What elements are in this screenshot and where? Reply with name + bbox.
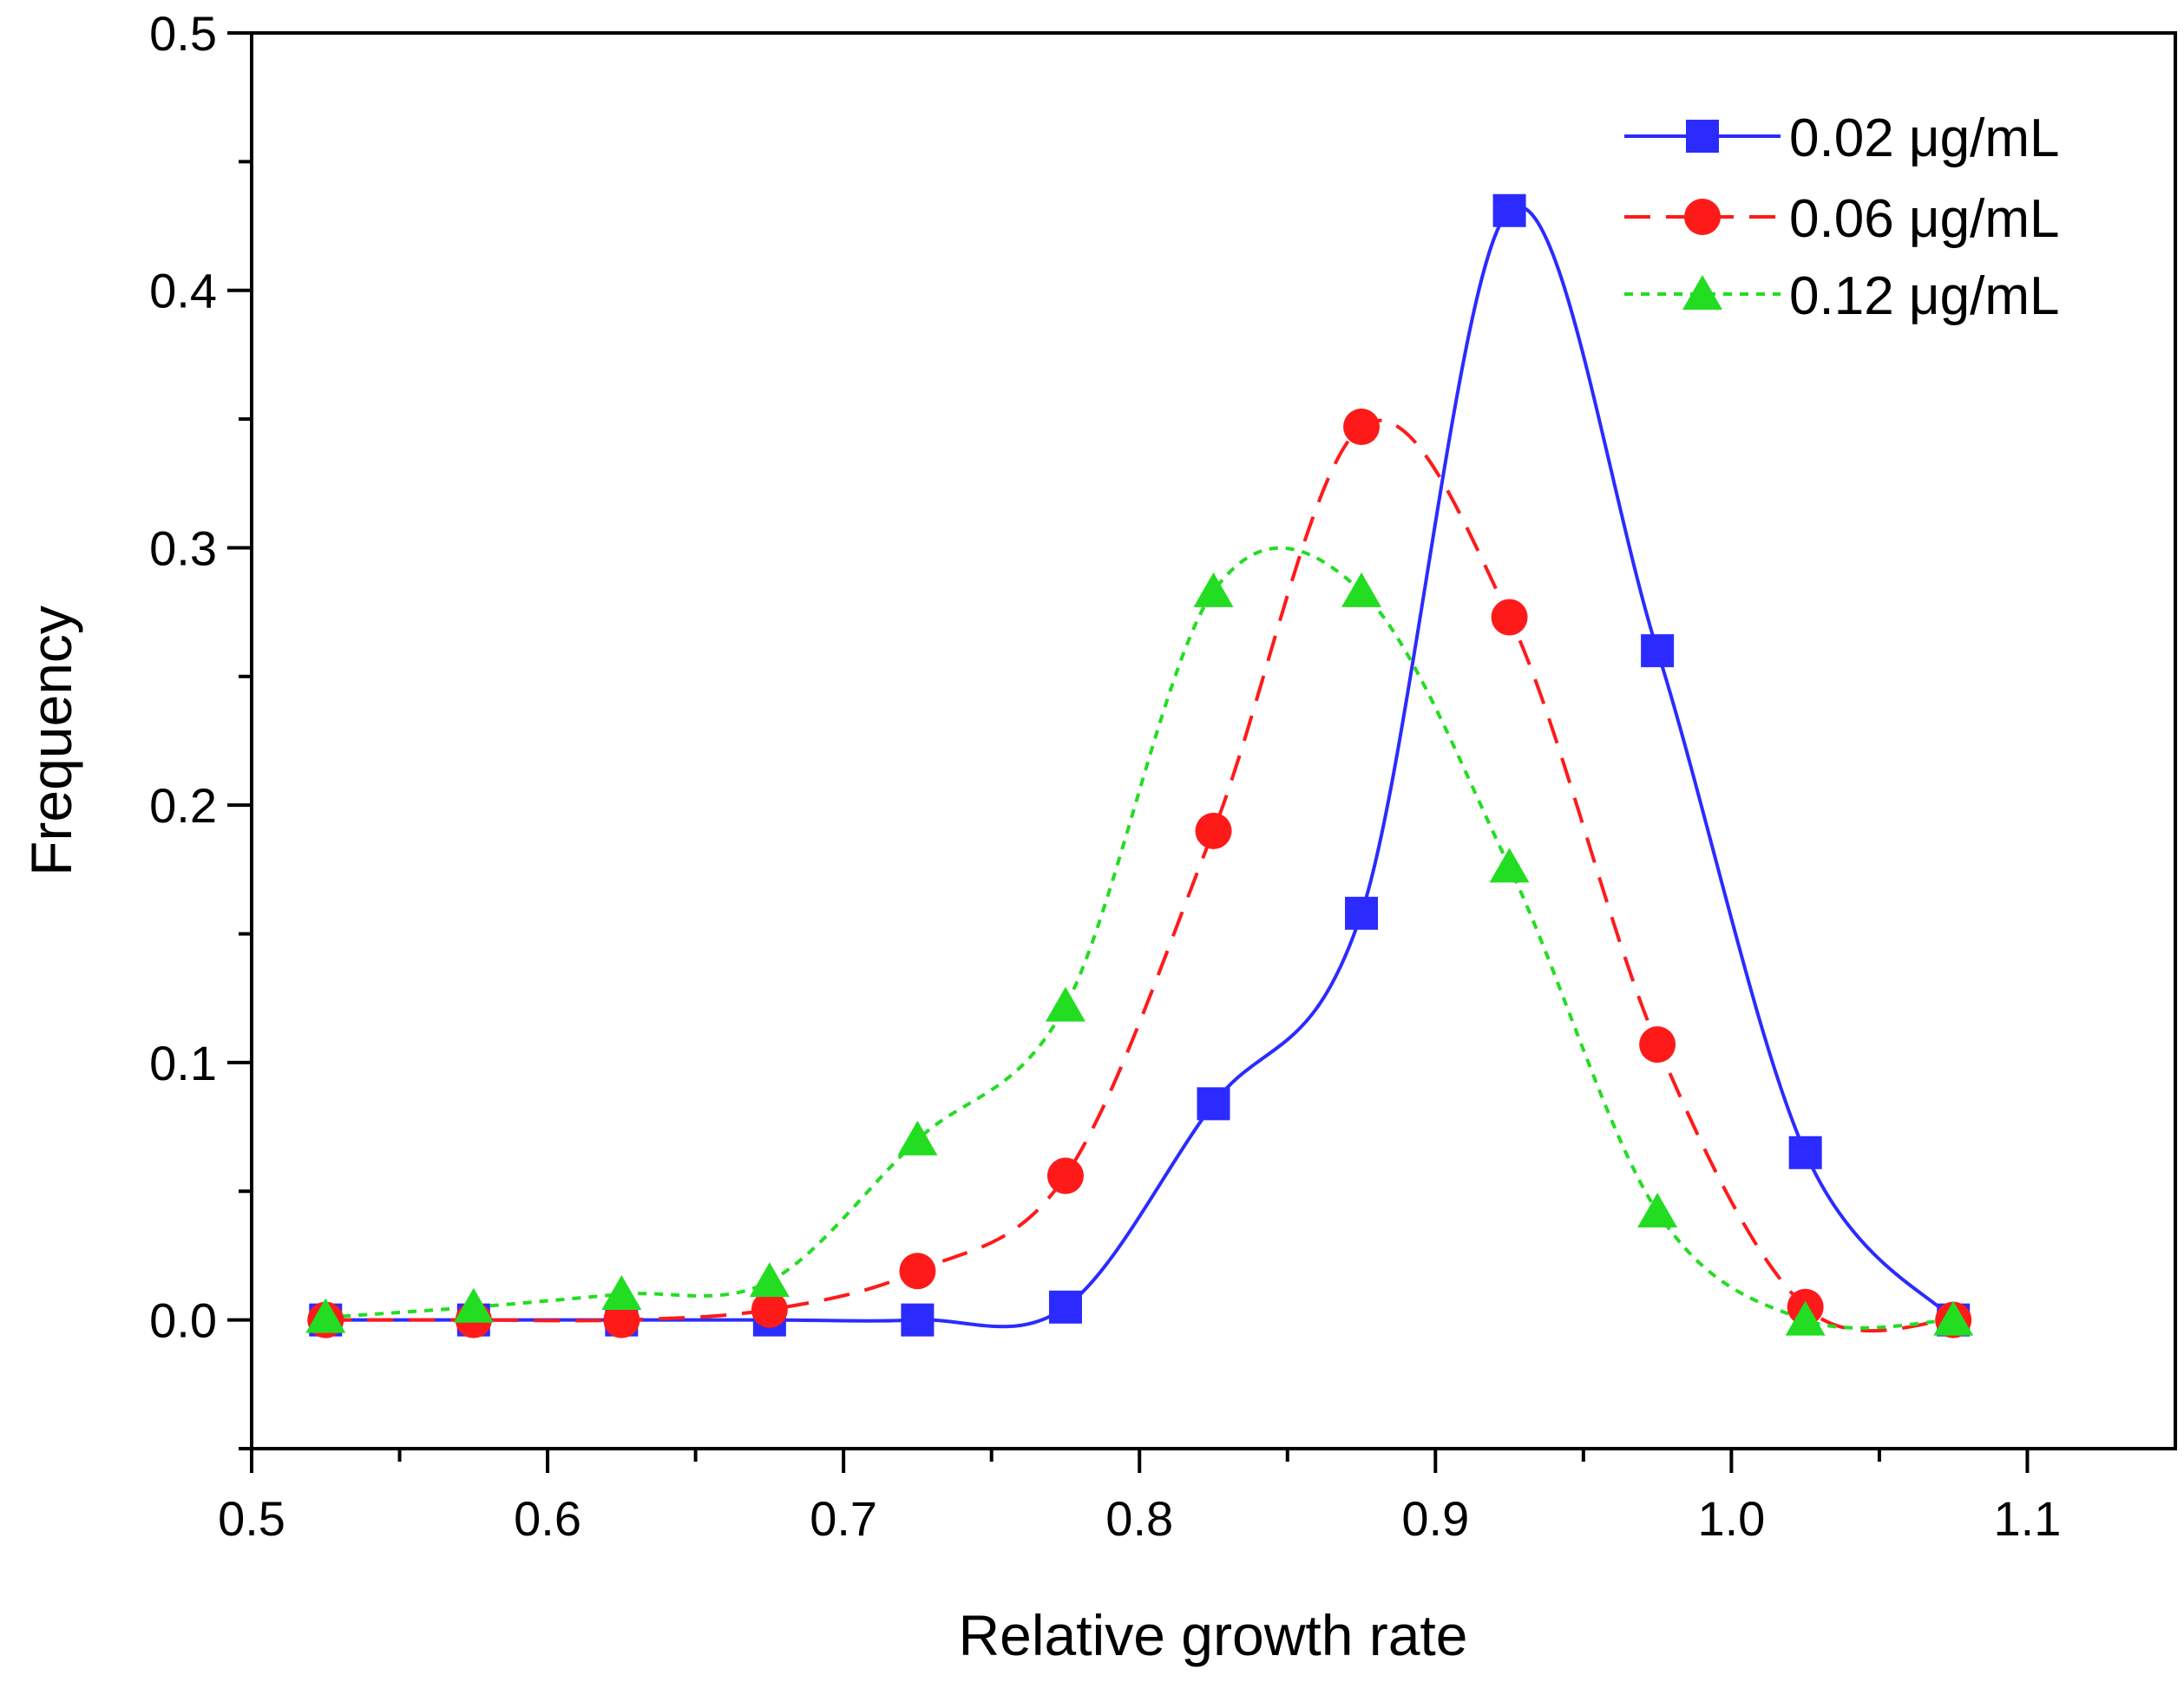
legend-marker-shape	[1682, 275, 1722, 310]
y-tick-label: 0.2	[149, 778, 217, 833]
series-line-1	[325, 418, 1954, 1333]
legend-marker-1	[1684, 199, 1721, 235]
legend-item: 0.12 μg/mL	[1624, 266, 2059, 326]
legend-item: 0.02 μg/mL	[1624, 108, 2059, 168]
data-point	[603, 1301, 640, 1338]
x-tick-label: 0.8	[1105, 1491, 1173, 1546]
x-tick-label: 1.1	[1994, 1491, 2062, 1546]
data-point	[453, 1287, 494, 1323]
data-point	[1639, 1026, 1676, 1064]
legend-marker-shape	[1684, 199, 1721, 235]
data-point	[1341, 572, 1382, 607]
data-point	[901, 1303, 935, 1337]
legend-marker-shape	[1686, 120, 1719, 153]
legend: 0.02 μg/mL 0.06 μg/mL 0.12 μg/mL	[1624, 108, 2059, 326]
data-point	[601, 1274, 642, 1310]
y-axis-title: Frequency	[19, 605, 83, 876]
data-point	[751, 1291, 788, 1328]
x-axis: 0.5 0.6 0.7 0.8 0.9 1.0 1.1	[218, 1449, 2061, 1546]
data-point	[1195, 812, 1232, 849]
data-point	[897, 1120, 938, 1155]
data-point	[1491, 599, 1528, 636]
series-markers	[305, 193, 1974, 1338]
y-tick-label: 0.0	[149, 1293, 217, 1348]
legend-label-1: 0.06 μg/mL	[1789, 189, 2059, 249]
data-point	[1197, 1087, 1230, 1121]
data-point	[749, 1262, 790, 1298]
series-curves	[325, 205, 1955, 1333]
x-tick-label: 0.5	[218, 1491, 285, 1546]
x-tick-label: 1.0	[1697, 1491, 1765, 1546]
legend-label-0: 0.02 μg/mL	[1789, 108, 2059, 168]
data-point	[1637, 1193, 1678, 1228]
y-tick-label: 0.3	[149, 520, 217, 575]
data-point	[1046, 1157, 1084, 1194]
legend-label-2: 0.12 μg/mL	[1789, 266, 2059, 326]
data-point	[1788, 1136, 1822, 1169]
legend-marker-0	[1686, 120, 1719, 153]
data-point	[1492, 193, 1526, 227]
x-tick-label: 0.9	[1401, 1491, 1469, 1546]
data-point	[1045, 986, 1085, 1022]
data-point	[1785, 1300, 1826, 1336]
data-point	[899, 1253, 936, 1290]
y-tick-label: 0.5	[149, 6, 217, 61]
legend-marker-2	[1682, 275, 1722, 310]
data-point	[1193, 572, 1234, 607]
data-point	[1343, 408, 1381, 445]
data-point	[1641, 634, 1675, 668]
x-axis-title: Relative growth rate	[959, 1603, 1468, 1667]
data-point	[305, 1298, 346, 1333]
data-point	[1933, 1300, 1974, 1336]
y-tick-label: 0.1	[149, 1036, 217, 1090]
y-tick-label: 0.4	[149, 264, 217, 318]
data-point	[1048, 1290, 1082, 1324]
x-tick-label: 0.6	[514, 1491, 581, 1546]
y-axis: 0.0 0.1 0.2 0.3 0.4 0.5	[149, 6, 252, 1450]
data-point	[1345, 896, 1379, 930]
data-point	[1489, 848, 1530, 883]
plot-frame	[250, 31, 2177, 1450]
legend-item: 0.06 μg/mL	[1624, 189, 2059, 249]
series-line-2	[325, 546, 1954, 1330]
x-tick-label: 0.7	[810, 1491, 877, 1546]
